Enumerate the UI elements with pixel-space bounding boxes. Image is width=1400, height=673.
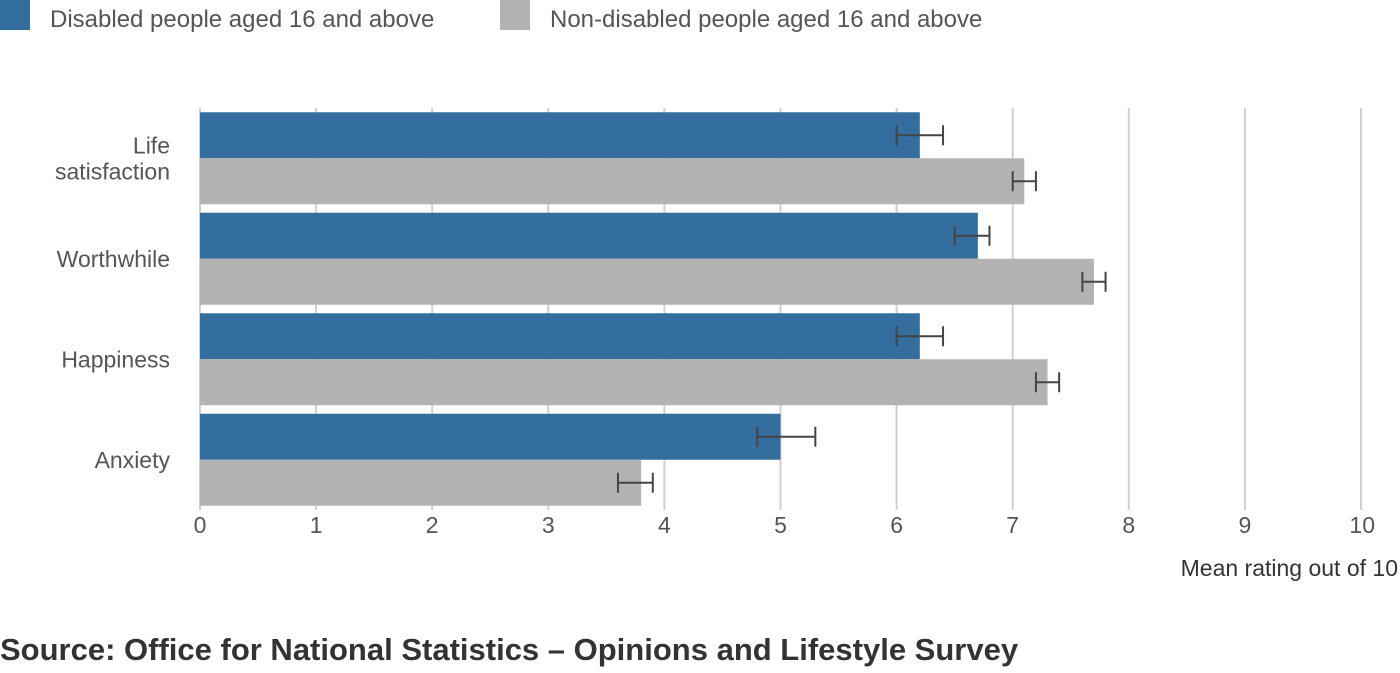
x-tick-label-3: 3 (542, 512, 555, 538)
legend-item-disabled[interactable]: Disabled people aged 16 and above (0, 0, 470, 40)
bar-2-1 (200, 359, 1048, 406)
bar-0-1 (200, 158, 1025, 205)
x-tick-label-2: 2 (426, 512, 439, 538)
legend-label-disabled: Disabled people aged 16 and above (50, 6, 435, 33)
bar-1-1 (200, 258, 1094, 305)
x-tick-label-6: 6 (890, 512, 903, 538)
x-tick-label-0: 0 (194, 512, 207, 538)
category-label-1: Worthwhile (57, 246, 170, 272)
legend-item-non-disabled[interactable]: Non-disabled people aged 16 and above (500, 0, 1020, 40)
bar-2-0 (200, 313, 920, 360)
category-label-3: Anxiety (95, 447, 171, 473)
x-tick-label-10: 10 (1349, 512, 1375, 538)
x-tick-label-8: 8 (1122, 512, 1135, 538)
legend-label-non-disabled: Non-disabled people aged 16 and above (550, 6, 983, 33)
x-tick-label-5: 5 (774, 512, 787, 538)
category-label-2: Happiness (61, 346, 170, 372)
bar-3-1 (200, 459, 642, 506)
x-axis-label: Mean rating out of 10 (1181, 555, 1398, 581)
x-tick-label-1: 1 (310, 512, 323, 538)
category-label-0-line-0: Life (133, 132, 170, 158)
bar-3-0 (200, 413, 781, 460)
source-note: Source: Office for National Statistics –… (0, 632, 1019, 667)
category-label-0-line-1: satisfaction (55, 158, 170, 184)
bar-1-0 (200, 212, 978, 259)
legend-swatch-non-disabled (500, 0, 530, 30)
legend-swatch-disabled (0, 0, 30, 30)
x-tick-label-7: 7 (1006, 512, 1019, 538)
bar-0-0 (200, 112, 920, 159)
x-tick-label-4: 4 (658, 512, 671, 538)
legend: Disabled people aged 16 and above Non-di… (0, 0, 1400, 44)
x-tick-label-9: 9 (1239, 512, 1252, 538)
